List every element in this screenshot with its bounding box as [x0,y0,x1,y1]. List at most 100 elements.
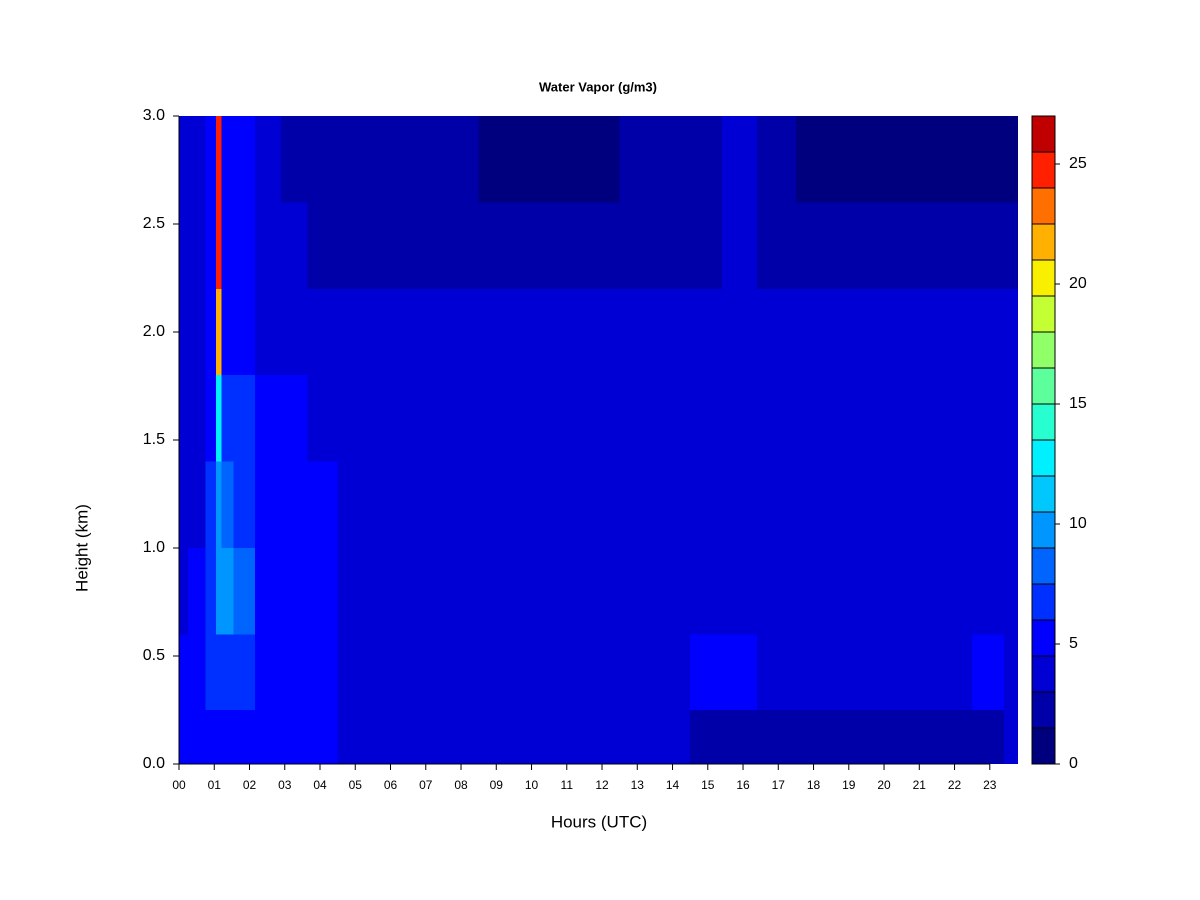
y-tick-label: 0.0 [143,755,165,772]
cell [443,288,479,376]
cell [187,288,206,376]
x-tick-label: 11 [561,778,574,792]
cell [795,461,832,548]
cell [205,461,217,548]
cell [549,548,585,635]
cell [478,461,514,548]
cell [205,548,217,635]
cell [221,116,234,203]
chart-title: Water Vapor (g/m3) [539,79,657,94]
cell [372,375,409,462]
cell [513,116,550,203]
cell [721,375,758,462]
cell [307,375,338,462]
cell [187,116,206,203]
cell [936,634,973,710]
cell [216,375,222,462]
x-tick-label: 18 [807,778,821,792]
x-tick-label: 10 [525,778,539,792]
x-tick-label: 01 [208,778,222,792]
x-tick-label: 06 [384,778,398,792]
cell [654,710,691,764]
cell [654,548,691,635]
x-tick-label: 13 [631,778,645,792]
x-tick-label: 03 [278,778,292,792]
cell [584,548,620,635]
cell [795,710,832,764]
cell [795,548,832,635]
cell [205,710,217,764]
cell [690,548,722,635]
colorbar-segment [1031,691,1056,729]
cell [513,375,550,462]
cell [721,288,758,376]
cell [584,375,620,462]
cell [205,634,217,710]
cell [654,202,691,289]
colorbar-tick-label: 20 [1069,275,1087,292]
cell [619,548,655,635]
cell [187,548,206,635]
cell [372,202,409,289]
colorbar-tick-label: 0 [1069,755,1078,772]
cell [936,548,973,635]
cell [795,116,832,203]
cell [254,202,282,289]
cell [757,548,796,635]
cell [619,202,655,289]
colorbar-segment [1031,259,1056,297]
cell [690,710,722,764]
axes: 0.00.51.01.52.02.53.000 01 02 03 04 05 06 07 08 0… [143,107,1087,792]
cell [372,710,409,764]
cell [654,116,691,203]
cell [443,202,479,289]
cell [179,634,188,710]
cell [187,461,206,548]
cell [513,288,550,376]
colorbar-segment [1031,547,1056,585]
cell [690,116,722,203]
cell [972,288,1004,376]
cell [1003,116,1018,203]
cell [337,288,373,376]
cell [690,375,722,462]
colorbar-segment [1031,187,1056,225]
cell [721,202,758,289]
cell [795,288,832,376]
cell [654,634,691,710]
cell [216,461,222,548]
x-tick-label: 21 [913,778,927,792]
cell [254,461,282,548]
cell [307,288,338,376]
x-tick-label: 23 [983,778,997,792]
x-tick-label: 00 [172,778,186,792]
cell [831,288,867,376]
cell [408,288,444,376]
cell [972,548,1004,635]
cell [866,202,902,289]
cell [866,710,902,764]
cell [205,288,217,376]
colorbar-segment [1031,115,1056,153]
x-tick-label: 17 [772,778,786,792]
cell [690,461,722,548]
cell [936,288,973,376]
cell [549,375,585,462]
cell [179,288,188,376]
x-tick-label: 22 [948,778,962,792]
x-tick-label: 16 [736,778,750,792]
colorbar-tick-label: 5 [1069,635,1078,652]
cell [757,375,796,462]
colorbar-segment [1031,331,1056,369]
cell [443,461,479,548]
x-tick-label: 12 [595,778,609,792]
cell [1003,461,1018,548]
cell [372,634,409,710]
cell [281,375,308,462]
x-tick-label: 05 [349,778,363,792]
cell [216,116,222,203]
y-tick-label: 2.0 [143,323,165,340]
cell [408,461,444,548]
cell [478,375,514,462]
